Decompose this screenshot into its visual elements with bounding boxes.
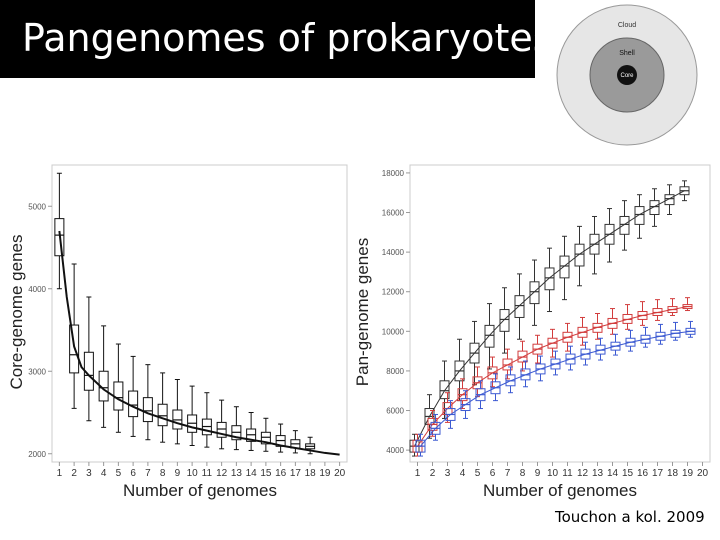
x-tick-label: 10 xyxy=(547,468,559,479)
cloud-label: Cloud xyxy=(618,22,636,29)
x-tick-label: 10 xyxy=(187,468,199,479)
y-tick-label: 12000 xyxy=(382,288,405,297)
fit-curve xyxy=(58,230,340,456)
core-box xyxy=(83,351,94,391)
plot-frame xyxy=(51,164,348,463)
y-tick-label: 6000 xyxy=(386,407,404,416)
pan-all-box xyxy=(664,194,675,206)
x-tick-label: 11 xyxy=(202,468,213,479)
title-banner: Pangenomes of prokaryotes xyxy=(0,0,553,78)
y-tick-label: 16000 xyxy=(382,209,405,218)
citation-author: Touchon a kol. xyxy=(555,508,662,526)
pan-all-box xyxy=(649,200,660,215)
pan-red-trend xyxy=(417,306,688,447)
x-tick-label: 16 xyxy=(637,468,649,479)
pan-all-box xyxy=(634,206,645,225)
x-tick-label: 6 xyxy=(130,468,136,479)
pan-all-box xyxy=(484,324,495,348)
x-tick-label: 13 xyxy=(592,468,604,479)
core-label: Core xyxy=(620,73,634,79)
x-tick-label: 15 xyxy=(622,468,634,479)
y-tick-label: 8000 xyxy=(386,367,404,376)
x-tick-label: 12 xyxy=(216,468,228,479)
x-tick-label: 19 xyxy=(682,468,694,479)
slide-title: Pangenomes of prokaryotes xyxy=(22,16,553,60)
y-tick-label: 2000 xyxy=(28,450,46,459)
x-tick-label: 15 xyxy=(260,468,272,479)
pan-blue-trend xyxy=(420,330,691,447)
y-tick-label: 5000 xyxy=(28,202,46,211)
x-tick-label: 4 xyxy=(101,468,107,479)
pan-all-box xyxy=(544,267,555,291)
pan-all-box xyxy=(499,309,510,332)
core-box xyxy=(260,431,271,445)
y-tick-label: 14000 xyxy=(382,248,405,257)
core-box xyxy=(157,403,168,427)
pangenome-diagram: Cloud Shell Core xyxy=(556,4,698,146)
shell-label: Shell xyxy=(619,50,635,57)
pan-all-box xyxy=(574,243,585,267)
core-circle xyxy=(617,65,637,85)
x-tick-label: 14 xyxy=(246,468,258,479)
core-genome-chart: Core-genome genes Number of genomes 2000… xyxy=(7,164,348,500)
y-tick-label: 10000 xyxy=(382,327,405,336)
x-tick-label: 8 xyxy=(520,468,526,479)
x-tick-label: 1 xyxy=(57,468,63,479)
x-tick-label: 1 xyxy=(415,468,421,479)
core-box xyxy=(142,397,153,423)
x-tick-label: 19 xyxy=(319,468,331,479)
core-box xyxy=(128,390,139,418)
x-tick-label: 6 xyxy=(490,468,496,479)
core-box xyxy=(216,421,227,438)
pan-all-box xyxy=(514,295,525,318)
x-tick-label: 17 xyxy=(290,468,302,479)
x-tick-label: 5 xyxy=(116,468,122,479)
x-tick-label: 18 xyxy=(305,468,317,479)
x-tick-label: 8 xyxy=(160,468,166,479)
x-tick-label: 3 xyxy=(86,468,92,479)
x-tick-label: 20 xyxy=(334,468,346,479)
x-tick-label: 16 xyxy=(275,468,287,479)
x-tick-label: 11 xyxy=(562,468,573,479)
x-tick-label: 2 xyxy=(430,468,436,479)
core-box xyxy=(69,324,80,374)
citation-year: 2009 xyxy=(666,508,705,526)
x-axis-label: Number of genomes xyxy=(123,481,277,500)
pan-all-box xyxy=(529,281,540,305)
x-tick-label: 2 xyxy=(71,468,77,479)
core-box xyxy=(113,381,124,411)
x-tick-label: 17 xyxy=(652,468,664,479)
x-tick-label: 18 xyxy=(667,468,679,479)
y-axis-label: Core-genome genes xyxy=(7,235,26,390)
x-tick-label: 9 xyxy=(175,468,181,479)
y-tick-label: 4000 xyxy=(386,446,404,455)
plot-frame xyxy=(409,164,711,463)
x-tick-label: 3 xyxy=(445,468,451,479)
x-tick-label: 14 xyxy=(607,468,619,479)
core-box xyxy=(54,218,65,257)
pan-all-box xyxy=(559,255,570,279)
pan-all-trend xyxy=(414,190,685,447)
y-axis-label: Pan-genome genes xyxy=(353,238,372,386)
y-tick-label: 4000 xyxy=(28,285,46,294)
x-tick-label: 7 xyxy=(145,468,151,479)
x-tick-label: 7 xyxy=(505,468,511,479)
x-axis-label: Number of genomes xyxy=(483,481,637,500)
core-box xyxy=(98,370,109,402)
x-tick-label: 12 xyxy=(577,468,589,479)
pan-genome-chart: Pan-genome genes Number of genomes 4000 6… xyxy=(353,164,711,500)
x-tick-label: 9 xyxy=(535,468,541,479)
citation: Touchon a kol. 2009 xyxy=(555,508,705,526)
pan-all-box xyxy=(439,380,450,400)
x-tick-label: 20 xyxy=(697,468,709,479)
pan-all-box xyxy=(619,215,630,235)
y-tick-label: 3000 xyxy=(28,367,46,376)
y-tick-label: 18000 xyxy=(382,169,405,178)
x-tick-label: 13 xyxy=(231,468,243,479)
x-tick-label: 4 xyxy=(460,468,466,479)
x-tick-label: 5 xyxy=(475,468,481,479)
